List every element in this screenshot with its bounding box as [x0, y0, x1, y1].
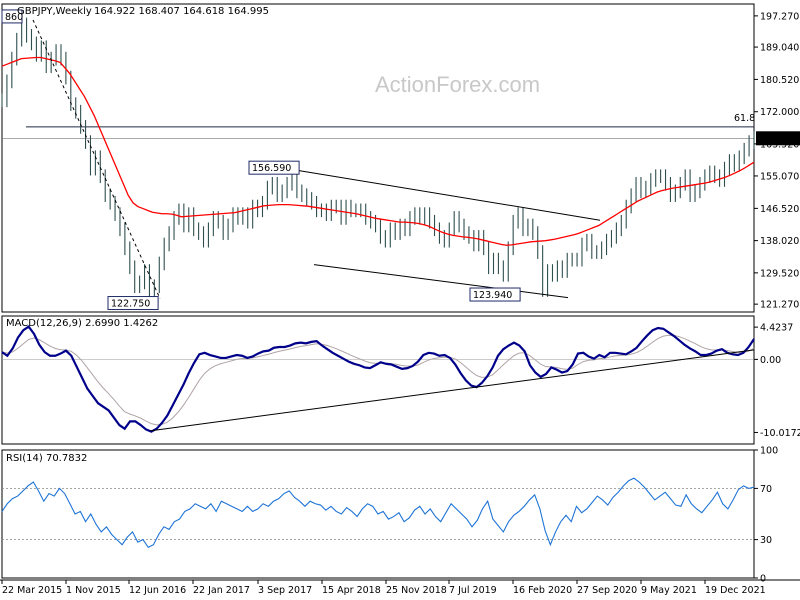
rsi-label: RSI(14) 70.7832: [6, 453, 87, 464]
price-tick-label: 197.270: [760, 11, 799, 22]
rsi-line: [1, 477, 755, 548]
axis-labels: 197.270189.040180.520172.000163.520155.0…: [1, 11, 800, 596]
x-tick-label: 16 Feb 2020: [513, 585, 572, 596]
macd-trendline: [149, 349, 755, 432]
panel-frame: [1, 315, 755, 445]
rsi-panel: [1, 477, 755, 548]
rsi-tick-label: 0: [760, 574, 766, 585]
macd-tick-label: 0.00: [760, 355, 781, 366]
ohlc-values: 164.922 168.407 164.618 164.995: [94, 6, 269, 17]
rsi-tick-label: 70: [760, 484, 772, 495]
macd-label: MACD(12,26,9) 2.6990 1.4262: [6, 318, 158, 329]
x-tick-label: 19 Dec 2021: [705, 585, 766, 596]
x-tick-label: 22 Jan 2017: [193, 585, 250, 596]
price-panel: 860 156.590 122.750 123.940 61.8: [1, 9, 755, 311]
rsi-tick-label: 30: [760, 535, 772, 546]
price-tick-label: 129.520: [760, 268, 799, 279]
price-tick-label: 189.040: [760, 43, 799, 54]
price-tick-label: 138.020: [760, 236, 799, 247]
price-annotation-box: [469, 287, 521, 302]
price-annotation-label: 156.590: [252, 163, 291, 174]
channel-lower-trendline: [313, 264, 569, 299]
fib-label: 61.8: [734, 113, 755, 124]
panel-frames: [0, 3, 800, 581]
price-tick-label: 155.070: [760, 171, 799, 182]
rsi-tick-label: 100: [760, 446, 778, 457]
price-tick-label: 172.000: [760, 107, 799, 118]
chart-title: GBPJPY,Weekly: [17, 6, 92, 17]
macd-panel: [1, 325, 755, 433]
x-tick-label: 22 Mar 2015: [2, 585, 62, 596]
price-annotation-label: 860: [5, 12, 23, 23]
price-tick-label: 146.520: [760, 204, 799, 215]
macd-signal-line: [1, 334, 755, 426]
x-tick-label: 27 Sep 2020: [577, 585, 637, 596]
macd-tick-label: 4.4237: [760, 323, 793, 334]
decline-trendline: [32, 19, 161, 299]
x-tick-label: 25 Nov 2018: [386, 585, 447, 596]
current-price-label: 164.995: [759, 134, 798, 145]
macd-line: [1, 325, 755, 433]
watermark: ActionForex.com: [375, 72, 540, 97]
macd-tick-label: -10.0172: [760, 428, 800, 439]
x-tick-label: 9 May 2021: [641, 585, 697, 596]
price-annotation-box: [248, 160, 300, 175]
price-annotation-label: 123.940: [473, 290, 512, 301]
panel-frame: [1, 449, 755, 579]
moving-average-line: [1, 56, 755, 246]
price-annotation-box: [107, 296, 159, 311]
x-tick-label: 1 Nov 2015: [66, 585, 121, 596]
price-annotation-label: 122.750: [111, 299, 150, 310]
x-tick-label: 3 Sep 2017: [258, 585, 312, 596]
x-tick-label: 12 Jun 2016: [129, 585, 186, 596]
price-annotation-box: [1, 9, 23, 24]
price-tick-label: 180.520: [760, 75, 799, 86]
x-tick-label: 7 Jul 2019: [449, 585, 497, 596]
panel-frame: [1, 3, 755, 313]
price-tick-label: 121.270: [760, 300, 799, 311]
channel-upper-trendline: [295, 169, 601, 221]
current-price-badge: [756, 131, 800, 146]
x-tick-label: 15 Apr 2018: [322, 585, 381, 596]
